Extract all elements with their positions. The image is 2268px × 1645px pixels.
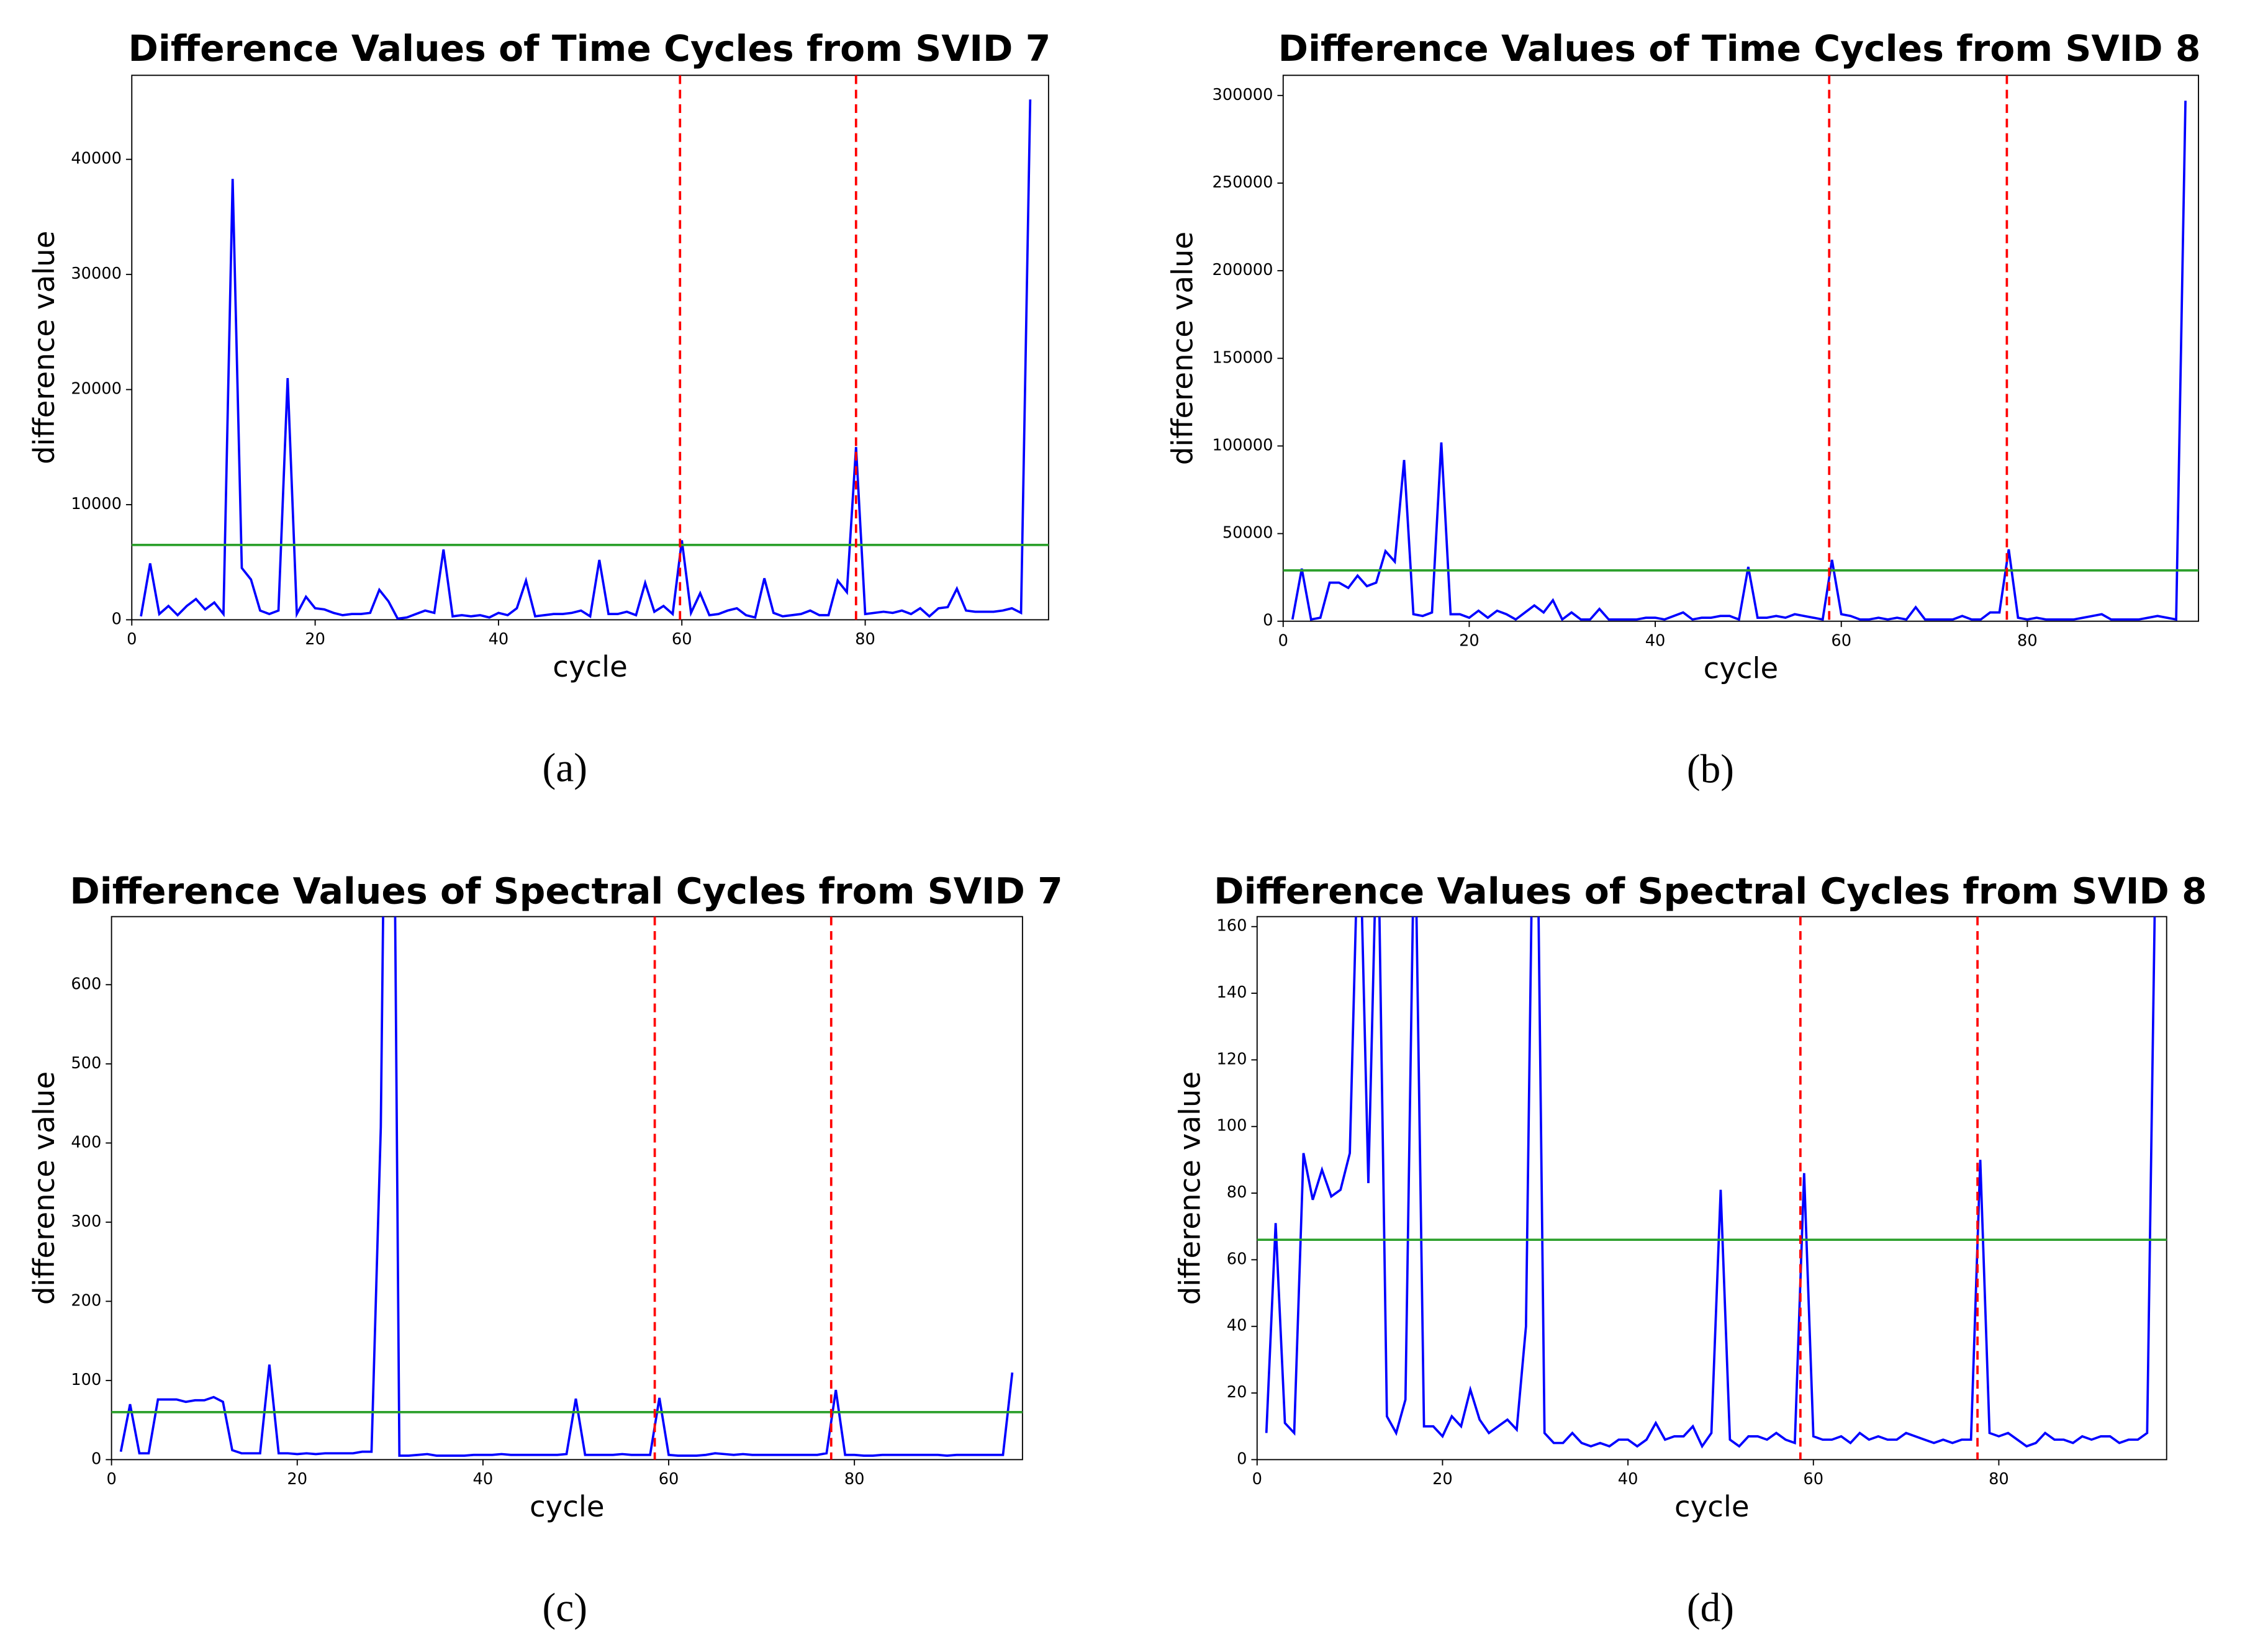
- y-tick-label: 10000: [71, 495, 122, 513]
- x-tick-label: 0: [1252, 1470, 1262, 1489]
- x-axis-label: cycle: [530, 1490, 605, 1524]
- y-tick-label: 120: [1216, 1050, 1247, 1068]
- x-tick-label: 80: [844, 1470, 865, 1489]
- chart-title: Difference Values of Spectral Cycles fro…: [70, 870, 1062, 912]
- x-axis-label: cycle: [1674, 1490, 1750, 1524]
- y-tick-label: 600: [71, 975, 101, 993]
- y-tick-label: 0: [1263, 611, 1273, 630]
- y-axis-label: difference value: [28, 1071, 61, 1305]
- x-tick-label: 20: [287, 1470, 307, 1489]
- plot-frame: [111, 916, 1023, 1461]
- y-tick-label: 40000: [71, 150, 122, 168]
- x-tick-label: 40: [489, 630, 509, 649]
- x-tick-label: 20: [1432, 1470, 1453, 1489]
- y-tick-label: 100000: [1213, 436, 1273, 454]
- y-tick-label: 400: [71, 1133, 101, 1152]
- x-tick-label: 80: [1989, 1470, 2009, 1489]
- plot-frame: [1282, 74, 2199, 622]
- y-axis-label: difference value: [1173, 1071, 1207, 1305]
- y-tick-label: 0: [1237, 1449, 1247, 1468]
- y-tick-label: 200: [71, 1291, 101, 1310]
- y-tick-label: 20000: [71, 380, 122, 399]
- data-line: [1291, 101, 2187, 621]
- y-tick-label: 160: [1216, 917, 1247, 935]
- x-tick-label: 0: [106, 1470, 116, 1489]
- y-tick-label: 80: [1227, 1183, 1247, 1202]
- y-tick-label: 300000: [1213, 86, 1273, 104]
- data-line: [140, 99, 1032, 620]
- caption: (d): [1687, 1585, 1734, 1630]
- y-tick-label: 150000: [1213, 348, 1273, 367]
- y-tick-label: 0: [112, 610, 122, 628]
- y-tick-label: 500: [71, 1054, 101, 1073]
- y-tick-label: 200000: [1213, 261, 1273, 279]
- chart-title: Difference Values of Spectral Cycles fro…: [1214, 870, 2207, 912]
- y-tick-label: 300: [71, 1212, 101, 1231]
- x-tick-label: 80: [2017, 631, 2038, 650]
- y-tick-label: 40: [1227, 1317, 1247, 1335]
- x-tick-label: 60: [1803, 1470, 1823, 1489]
- chart-title: Difference Values of Time Cycles from SV…: [1278, 27, 2201, 70]
- data-line: [119, 916, 1014, 1457]
- y-axis-label: difference value: [28, 231, 61, 464]
- caption: (c): [543, 1585, 587, 1630]
- y-tick-label: 250000: [1213, 173, 1273, 192]
- y-tick-label: 0: [91, 1449, 101, 1468]
- x-tick-label: 80: [855, 630, 875, 649]
- y-tick-label: 50000: [1222, 524, 1273, 543]
- plot-frame: [131, 74, 1049, 621]
- x-tick-label: 20: [305, 630, 325, 649]
- x-tick-label: 20: [1459, 631, 1480, 650]
- caption: (a): [543, 746, 587, 790]
- caption: (b): [1687, 747, 1734, 792]
- x-tick-label: 40: [473, 1470, 494, 1489]
- x-tick-label: 60: [672, 630, 692, 649]
- y-tick-label: 30000: [71, 264, 122, 283]
- x-tick-label: 60: [1831, 631, 1851, 650]
- x-tick-label: 0: [1278, 631, 1288, 650]
- y-axis-label: difference value: [1167, 232, 1200, 465]
- plot-frame: [1256, 916, 2167, 1461]
- chart-title: Difference Values of Time Cycles from SV…: [129, 27, 1051, 70]
- x-axis-label: cycle: [553, 651, 628, 684]
- y-tick-label: 140: [1216, 983, 1247, 1002]
- x-tick-label: 40: [1645, 631, 1666, 650]
- x-tick-label: 0: [127, 630, 137, 649]
- x-axis-label: cycle: [1704, 652, 1779, 686]
- y-tick-label: 100: [1216, 1117, 1247, 1135]
- y-tick-label: 100: [71, 1371, 101, 1389]
- x-tick-label: 60: [659, 1470, 679, 1489]
- data-line: [1265, 916, 2156, 1449]
- y-tick-label: 20: [1227, 1383, 1247, 1402]
- y-tick-label: 60: [1227, 1250, 1247, 1268]
- x-tick-label: 40: [1618, 1470, 1638, 1489]
